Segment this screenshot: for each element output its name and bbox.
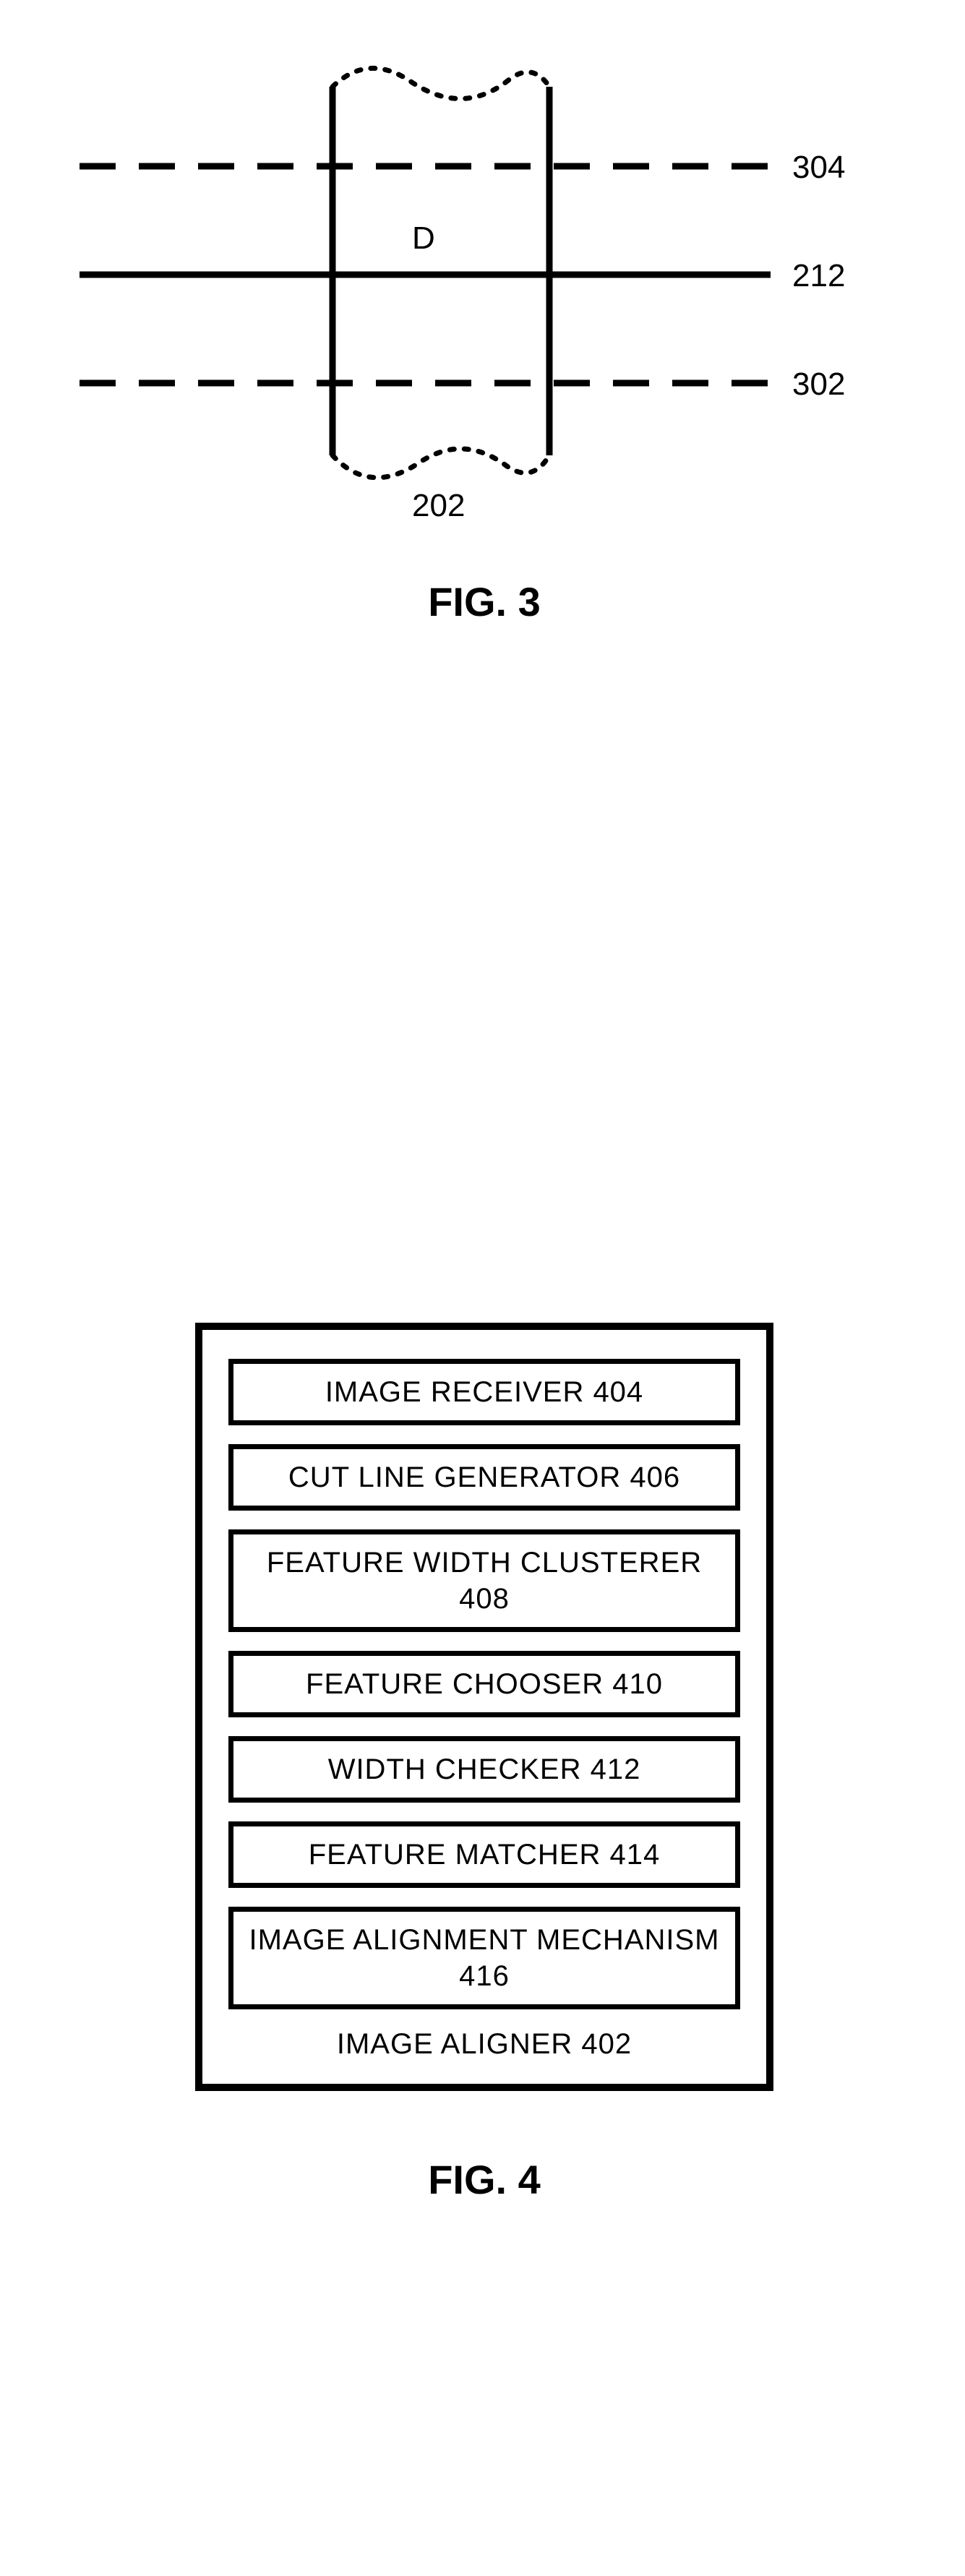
image-aligner-title: IMAGE ALIGNER 402 (228, 2028, 740, 2061)
fig3-label-212: 212 (792, 260, 845, 292)
feature-matcher-label: FEATURE MATCHER 414 (309, 1839, 660, 1871)
cut-line-generator-label: CUT LINE GENERATOR 406 (288, 1461, 680, 1493)
image-alignment-mechanism-box: IMAGE ALIGNMENT MECHANISM 416 (228, 1907, 740, 2009)
image-alignment-mechanism-label: IMAGE ALIGNMENT MECHANISM (249, 1924, 719, 1956)
feature-width-clusterer-label: FEATURE WIDTH CLUSTERER (267, 1547, 702, 1579)
feature-width-clusterer-box: FEATURE WIDTH CLUSTERER 408 (228, 1529, 740, 1632)
fig4-caption: FIG. 4 (195, 2156, 773, 2203)
feature-chooser-label: FEATURE CHOOSER 410 (306, 1668, 663, 1700)
fig3-caption: FIG. 3 (428, 578, 541, 625)
fig3-label-D: D (412, 223, 435, 254)
image-receiver-label: IMAGE RECEIVER 404 (325, 1376, 643, 1408)
fig3-label-304: 304 (792, 152, 845, 184)
feature-chooser-box: FEATURE CHOOSER 410 (228, 1651, 740, 1717)
cut-line-generator-box: CUT LINE GENERATOR 406 (228, 1444, 740, 1511)
fig3-label-202: 202 (412, 490, 465, 522)
width-checker-box: WIDTH CHECKER 412 (228, 1736, 740, 1803)
figure-4: IMAGE RECEIVER 404 CUT LINE GENERATOR 406… (195, 1323, 773, 2203)
feature-matcher-box: FEATURE MATCHER 414 (228, 1821, 740, 1888)
fig3-label-302: 302 (792, 369, 845, 400)
image-alignment-mechanism-number: 416 (459, 1960, 510, 1992)
feature-width-clusterer-number: 408 (459, 1583, 510, 1615)
figure-3: D 202 304 212 302 FIG. 3 (58, 43, 911, 622)
fig3-diagram (58, 43, 911, 491)
width-checker-label: WIDTH CHECKER 412 (328, 1753, 641, 1785)
image-aligner-box: IMAGE RECEIVER 404 CUT LINE GENERATOR 406… (195, 1323, 773, 2091)
image-receiver-box: IMAGE RECEIVER 404 (228, 1359, 740, 1425)
